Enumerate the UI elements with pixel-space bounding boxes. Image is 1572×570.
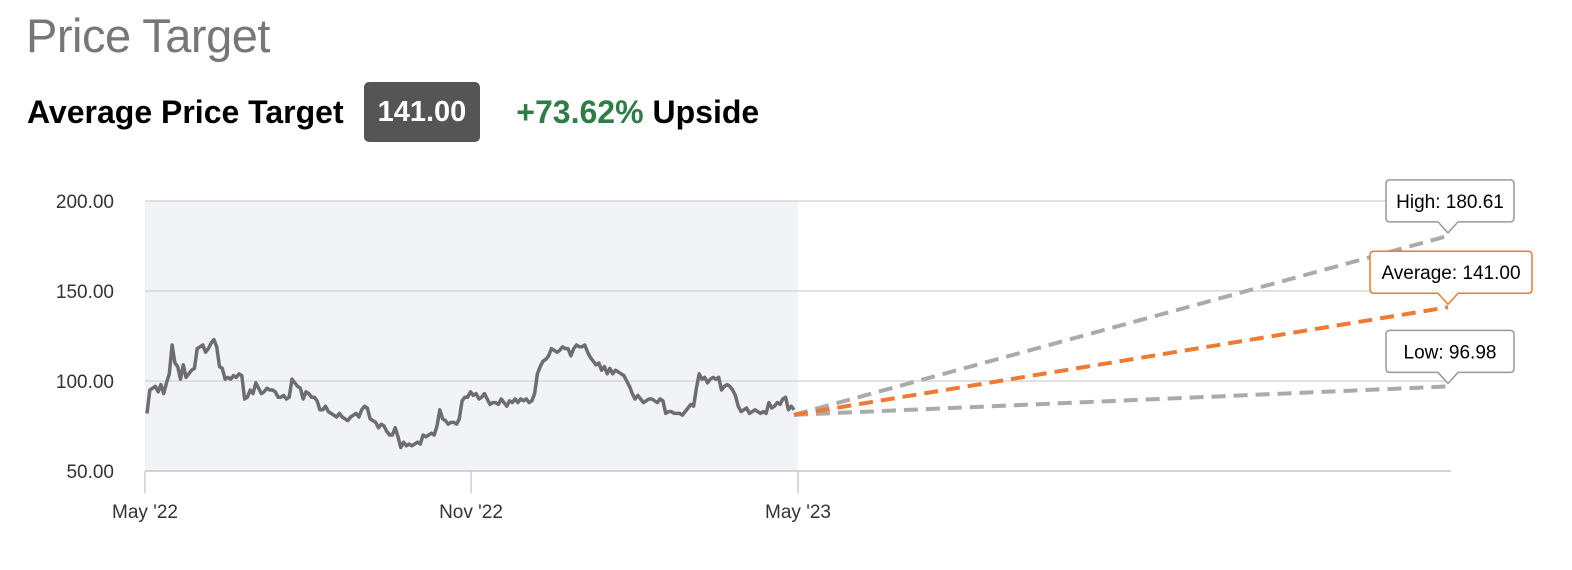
x-tick-label: Nov '22	[439, 502, 503, 523]
average-price-target-label: Average Price Target	[27, 93, 344, 130]
y-tick-label: 50.00	[66, 462, 114, 483]
price-target-chart: 200.00 150.00 100.00 50.00 May '22 Nov '22 May…	[56, 179, 1533, 523]
x-tick-label: May '22	[112, 502, 178, 523]
high-target-label: High: 180.61	[1396, 192, 1504, 213]
low-target-label: Low: 96.98	[1404, 342, 1497, 363]
average-target-callout: Average: 141.00	[1369, 250, 1533, 306]
callout-box	[1369, 250, 1533, 306]
high-target-line	[793, 233, 1449, 417]
average-target-label: Average: 141.00	[1381, 263, 1520, 284]
low-target-callout: Low: 96.98	[1385, 329, 1515, 385]
callout-box	[1385, 179, 1515, 235]
average-price-target-badge: 141.00	[363, 82, 481, 142]
upside-percent: +73.62%	[516, 93, 644, 130]
history-region	[145, 201, 798, 471]
page-title: Price Target	[26, 9, 270, 62]
history-price-line	[145, 337, 796, 450]
callout-box	[1385, 329, 1515, 385]
x-tick-label: May '23	[765, 502, 831, 523]
y-tick-label: 200.00	[56, 192, 114, 213]
average-target-line	[793, 305, 1449, 417]
high-target-callout: High: 180.61	[1385, 179, 1515, 235]
price-target-summary: Average Price Target 141.00 +73.62% Upsi…	[27, 82, 759, 142]
y-tick-label: 150.00	[56, 282, 114, 303]
y-tick-label: 100.00	[56, 372, 114, 393]
upside-label: Upside	[652, 93, 760, 130]
